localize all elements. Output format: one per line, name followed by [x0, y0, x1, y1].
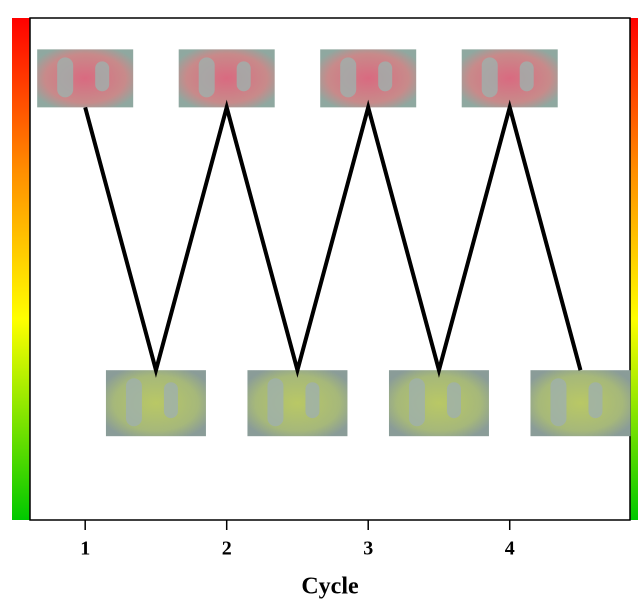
photo-tile-shape: [57, 57, 74, 98]
photo-tile: [320, 49, 417, 108]
photo-tile-shape: [446, 382, 461, 419]
photo-tile-shape: [408, 378, 425, 427]
photo-tile-shape: [198, 57, 215, 98]
photo-tile: [105, 370, 206, 437]
x-tick-label: 4: [505, 538, 515, 560]
photo-tile: [530, 370, 631, 437]
photo-tile-shape: [95, 61, 110, 92]
line-series: [83, 99, 583, 378]
photo-tile-shape: [340, 57, 357, 98]
photo-tile-shape: [267, 378, 284, 427]
photo-tile: [461, 49, 558, 108]
photo-tile-shape: [236, 61, 251, 92]
photo-tile-shape: [481, 57, 498, 98]
photo-tile: [37, 49, 134, 108]
x-axis-label: Cycle: [301, 574, 359, 600]
x-tick-label: 1: [80, 538, 90, 560]
plot-frame: [29, 17, 631, 521]
photo-tile-shape: [305, 382, 320, 419]
photo-tile-shape: [550, 378, 567, 427]
x-tick-label: 2: [222, 538, 232, 560]
photo-tile: [247, 370, 348, 437]
photo-tile-shape: [163, 382, 178, 419]
photo-tile-shape: [519, 61, 534, 92]
x-tick-label: 3: [363, 538, 373, 560]
color-scale: [12, 18, 30, 520]
photo-tile-shape: [588, 382, 603, 419]
photo-tile: [388, 370, 489, 437]
color-scale: [630, 18, 638, 520]
photo-tile-shape: [125, 378, 142, 427]
photo-tile-shape: [378, 61, 393, 92]
photo-tile: [178, 49, 275, 108]
